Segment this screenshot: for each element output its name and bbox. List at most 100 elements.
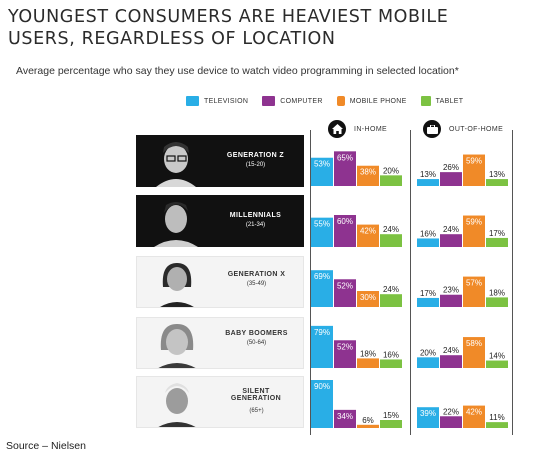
label-out-of-home-silent-generation-television: 39% (420, 409, 436, 418)
label-in-home-generation-z-tablet: 20% (383, 166, 399, 175)
legend-item-computer: COMPUTER (262, 96, 322, 106)
bar-out-of-home-millennials-mobile-phone (463, 215, 485, 247)
label-in-home-generation-z-computer: 65% (337, 153, 353, 162)
label-in-home-millennials-tablet: 24% (383, 225, 399, 234)
bar-out-of-home-generation-x-computer (440, 294, 462, 307)
phone-icon (336, 96, 345, 106)
bar-out-of-home-silent-generation-tablet (486, 422, 508, 428)
bar-out-of-home-millennials-tablet (486, 237, 508, 247)
label-in-home-generation-z-television: 53% (314, 160, 330, 169)
bar-out-of-home-generation-x-mobile-phone (463, 276, 485, 307)
bar-in-home-baby-boomers-mobile-phone (357, 358, 379, 368)
bar-in-home-baby-boomers-tablet (380, 359, 402, 368)
label-out-of-home-baby-boomers-mobile-phone: 58% (466, 339, 482, 348)
label-in-home-silent-generation-tablet: 15% (383, 411, 399, 420)
silent-generation-name: SILENT GENERATION (230, 388, 282, 402)
legend: TELEVISION COMPUTER MOBILE PHONE TABLET (186, 94, 477, 108)
label-out-of-home-generation-z-computer: 26% (443, 163, 459, 172)
legend-item-television: TELEVISION (186, 96, 248, 106)
bar-out-of-home-baby-boomers-television (417, 357, 439, 368)
bar-out-of-home-baby-boomers-tablet (486, 360, 508, 368)
tv-icon (186, 96, 199, 106)
bar-in-home-millennials-television (311, 217, 333, 247)
tablet-icon (420, 96, 431, 106)
label-out-of-home-baby-boomers-tablet: 14% (489, 352, 505, 361)
label-in-home-baby-boomers-tablet: 16% (383, 350, 399, 359)
bar-out-of-home-generation-z-tablet (486, 179, 508, 186)
millennials-range: (21-34) (245, 222, 266, 228)
label-out-of-home-generation-z-television: 13% (420, 170, 436, 179)
label-in-home-silent-generation-mobile-phone: 6% (362, 416, 374, 425)
bar-in-home-millennials-tablet (380, 234, 402, 247)
divider-right (512, 130, 513, 435)
legend-label-mobile-phone: MOBILE PHONE (349, 97, 407, 105)
generation-z-portrait (136, 135, 208, 187)
millennials-name: MILLENNIALS (229, 212, 282, 219)
bar-in-home-silent-generation-television (311, 380, 333, 428)
label-out-of-home-silent-generation-computer: 22% (443, 407, 459, 416)
panel-header-in-home: IN-HOME (328, 120, 387, 138)
silent-generation-range: (65+) (249, 408, 264, 414)
legend-label-tablet: TABLET (435, 97, 464, 105)
bar-out-of-home-silent-generation-computer (440, 416, 462, 428)
label-out-of-home-millennials-television: 16% (420, 229, 436, 238)
label-out-of-home-silent-generation-tablet: 11% (489, 413, 504, 422)
label-out-of-home-millennials-mobile-phone: 59% (466, 218, 482, 227)
label-in-home-generation-z-mobile-phone: 38% (360, 168, 376, 177)
home-icon (328, 120, 346, 138)
baby-boomers-name: BABY BOOMERS (225, 330, 288, 337)
label-out-of-home-silent-generation-mobile-phone: 42% (466, 408, 482, 417)
panel-label-out-of-home: OUT-OF-HOME (449, 125, 504, 133)
silent-generation-portrait (137, 377, 209, 427)
label-in-home-millennials-computer: 60% (337, 217, 353, 226)
generation-x-label: GENERATION X (35-49) (136, 256, 304, 308)
label-out-of-home-baby-boomers-computer: 24% (443, 346, 459, 355)
label-in-home-generation-x-computer: 52% (337, 281, 353, 290)
bar-out-of-home-generation-z-mobile-phone (463, 154, 485, 186)
label-out-of-home-millennials-computer: 24% (443, 225, 459, 234)
generation-x-name: GENERATION X (227, 271, 286, 278)
bar-in-home-generation-z-tablet (380, 175, 402, 186)
label-in-home-silent-generation-television: 90% (314, 382, 330, 391)
generation-x-portrait (137, 257, 209, 307)
panel-header-out-of-home: OUT-OF-HOME (423, 120, 503, 138)
baby-boomers-label: BABY BOOMERS (50-64) (136, 317, 304, 369)
title-line-2: USERS, REGARDLESS OF LOCATION (8, 29, 336, 49)
label-in-home-baby-boomers-computer: 52% (337, 342, 353, 351)
bar-in-home-baby-boomers-television (311, 325, 333, 368)
bar-out-of-home-silent-generation-mobile-phone (463, 405, 485, 428)
label-in-home-millennials-television: 55% (314, 220, 330, 229)
label-out-of-home-generation-x-tablet: 18% (489, 288, 505, 297)
bar-in-home-generation-z-computer (334, 151, 356, 186)
divider-middle (410, 130, 411, 435)
bar-in-home-generation-x-tablet (380, 294, 402, 307)
legend-label-computer: COMPUTER (280, 97, 323, 105)
bar-in-home-generation-x-computer (334, 279, 356, 307)
label-out-of-home-generation-x-television: 17% (420, 289, 436, 298)
bar-in-home-silent-generation-computer (334, 409, 356, 428)
title-line-1: YOUNGEST CONSUMERS ARE HEAVIEST MOBILE (8, 7, 449, 27)
bar-out-of-home-generation-x-television (417, 297, 439, 307)
legend-item-mobile-phone: MOBILE PHONE (336, 96, 407, 106)
bar-in-home-silent-generation-mobile-phone (357, 424, 379, 428)
generation-x-range: (35-49) (246, 281, 267, 287)
bar-in-home-generation-z-television (311, 157, 333, 186)
label-in-home-baby-boomers-mobile-phone: 18% (360, 349, 376, 358)
millennials-portrait (136, 195, 208, 247)
bar-out-of-home-generation-x-tablet (486, 297, 508, 307)
bar-in-home-millennials-mobile-phone (357, 224, 379, 247)
label-out-of-home-generation-z-mobile-phone: 59% (466, 157, 482, 166)
bar-in-home-generation-x-television (311, 270, 333, 307)
bar-out-of-home-baby-boomers-computer (440, 355, 462, 368)
generation-z-label: GENERATION Z (15-20) (136, 135, 304, 187)
label-in-home-baby-boomers-television: 79% (314, 328, 330, 337)
bar-out-of-home-generation-z-television (417, 179, 439, 186)
label-in-home-millennials-mobile-phone: 42% (360, 227, 376, 236)
label-out-of-home-generation-x-mobile-phone: 57% (466, 279, 482, 288)
label-in-home-silent-generation-computer: 34% (337, 412, 353, 421)
legend-item-tablet: TABLET (420, 96, 464, 106)
bar-out-of-home-generation-z-computer (440, 172, 462, 186)
source-note: Source – Nielsen (6, 440, 86, 452)
label-out-of-home-generation-z-tablet: 13% (489, 170, 505, 179)
bar-in-home-millennials-computer (334, 215, 356, 247)
